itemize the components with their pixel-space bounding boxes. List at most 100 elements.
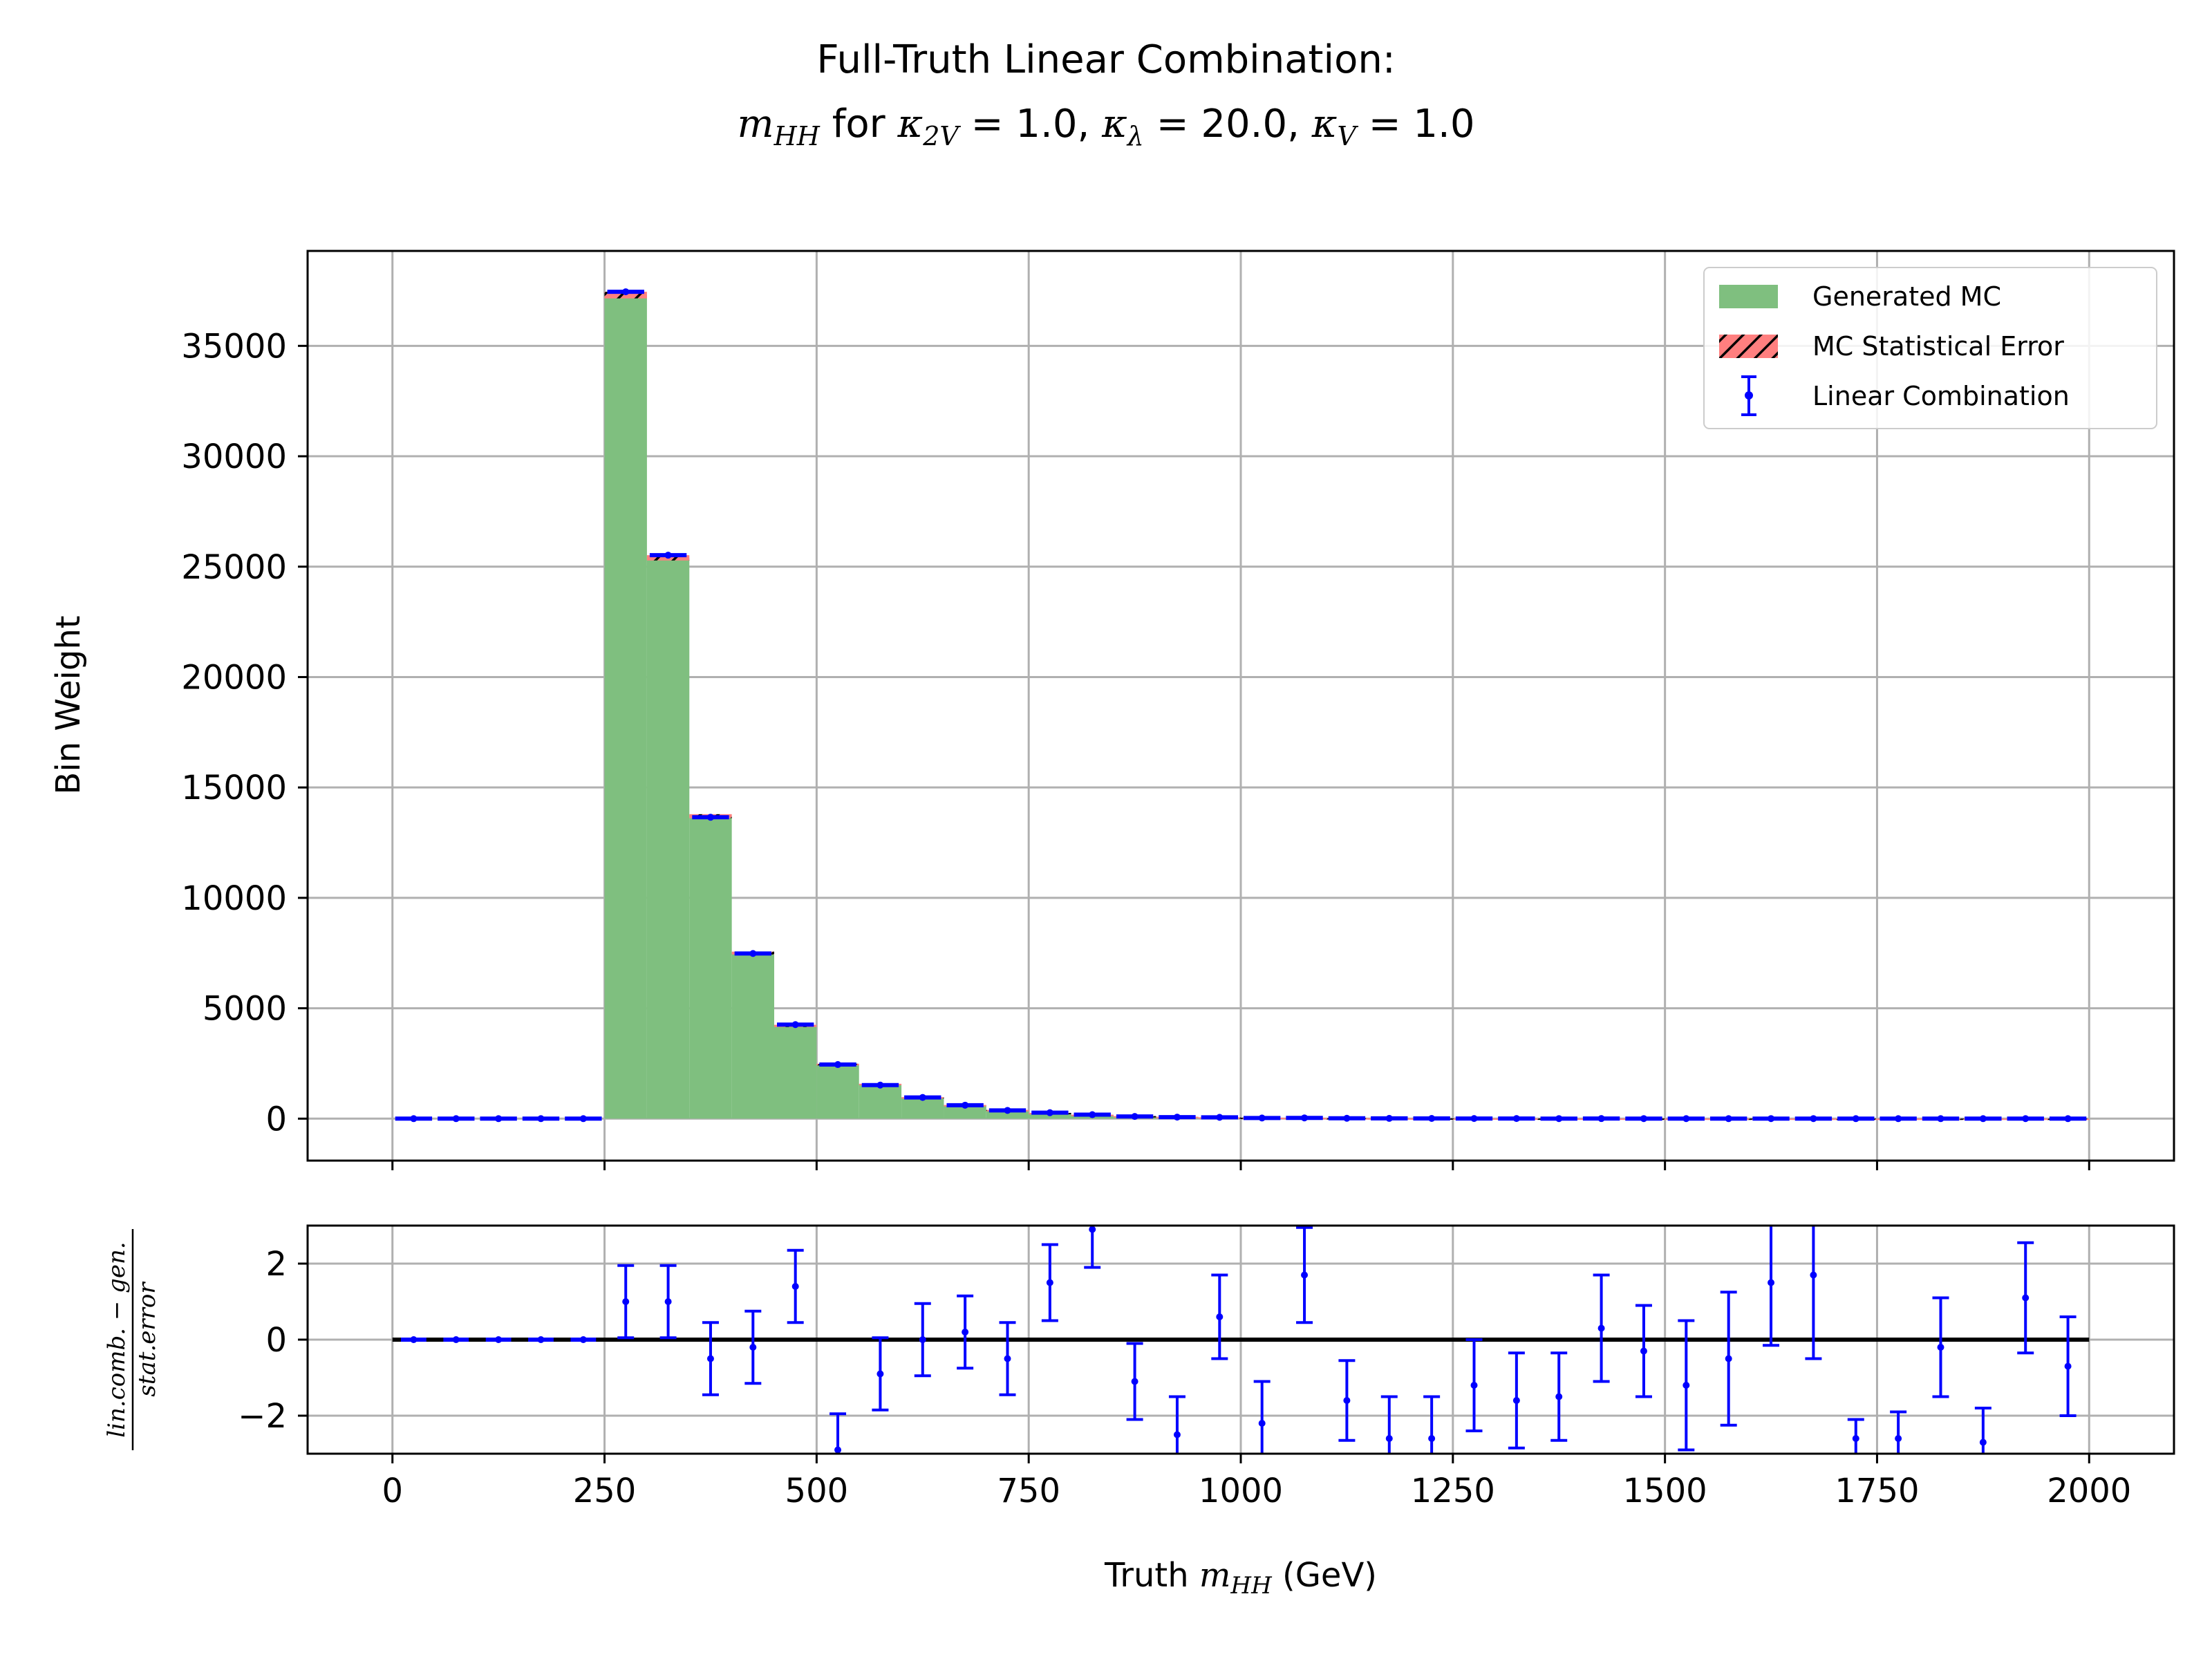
histogram-bar [816,1065,859,1119]
ratio-point [1258,1420,1266,1427]
ratio-point [2022,1294,2030,1302]
y-tick-label-main: 0 [265,1100,287,1138]
y-tick-label-ratio: −2 [238,1397,287,1436]
ratio-point [1089,1226,1096,1233]
ratio-point [1004,1355,1011,1362]
lincomb-point [452,1115,460,1123]
ratio-point [1131,1378,1138,1385]
y-tick-label-main: 20000 [181,658,287,697]
ratio-point [452,1336,460,1343]
lincomb-point [834,1061,842,1069]
lincomb-point [1725,1115,1732,1123]
ratio-point [1725,1355,1732,1362]
lincomb-point [1089,1111,1096,1118]
lincomb-point [1301,1114,1309,1122]
x-tick-label: 1250 [1411,1472,1495,1510]
ratio-point [706,1355,714,1362]
lincomb-point [1470,1115,1478,1123]
ratio-point [1852,1435,1859,1442]
y-axis-label-main: Bin Weight [49,615,88,794]
ratio-point [1512,1397,1520,1404]
ratio-point [1301,1271,1309,1279]
y-tick-label-main: 5000 [203,990,287,1029]
ratio-point [919,1336,926,1343]
legend-label-generated-mc: Generated MC [1812,281,2001,312]
ratio-points [401,1226,2077,1454]
lincomb-point [1640,1115,1647,1123]
lincomb-point [622,288,630,296]
lincomb-point [1895,1115,1902,1123]
lincomb-point [495,1115,503,1123]
histogram-bar [901,1097,944,1119]
lincomb-point [877,1081,884,1089]
histogram-bar [944,1105,986,1119]
ratio-point [410,1336,418,1343]
legend-marker-linear-combination [1741,375,1756,416]
lincomb-point [1683,1115,1690,1123]
lincomb-point [537,1115,545,1123]
x-tick-label: 1000 [1199,1472,1283,1510]
ratio-point [1683,1382,1690,1389]
ratio-point [834,1446,842,1454]
lincomb-point [1937,1115,1944,1123]
ratio-point [664,1298,672,1305]
ratio-axis-ticks: 0 250 500 750 1000 1250 1500 1750 2000 −2 0 2 [238,1245,2131,1510]
ratio-point [1216,1313,1224,1320]
ratio-point [1810,1271,1817,1279]
ratio-point [1428,1435,1436,1442]
ratio-point [2064,1362,2072,1370]
chart-title-line2: mHH for κ2V = 1.0, κλ = 20.0, κV = 1.0 [738,102,1475,151]
ratio-point [1343,1397,1351,1404]
y-tick-label-main: 25000 [181,548,287,587]
svg-text:lin.comb. − gen.: lin.comb. − gen. [103,1241,131,1437]
lincomb-point [1385,1114,1393,1122]
legend-label-linear-combination: Linear Combination [1812,381,2070,411]
x-tick-label: 1750 [1835,1472,1919,1510]
lincomb-point [791,1021,799,1029]
lincomb-point [579,1115,587,1123]
ratio-point [749,1344,757,1351]
x-tick-label: 2000 [2047,1472,2131,1510]
lincomb-point [1343,1114,1351,1122]
lincomb-point [1852,1115,1859,1123]
ratio-point [1979,1438,1987,1446]
lincomb-point [1979,1115,1987,1123]
ratio-point [1470,1382,1478,1389]
lincomb-point [749,950,757,957]
lincomb-point [962,1101,969,1109]
x-axis-label: Truth mHH (GeV) [1104,1556,1377,1600]
lincomb-point [919,1094,926,1101]
linear-combination-points [395,288,2087,1123]
mc-histogram [604,294,2090,1119]
lincomb-point [1004,1107,1011,1114]
ratio-point [1555,1393,1563,1400]
ratio-point [962,1329,969,1335]
ratio-point [1046,1279,1053,1286]
lincomb-point [1131,1113,1138,1121]
histogram-bar [774,1026,817,1119]
svg-text:stat.error: stat.error [133,1282,161,1397]
lincomb-point [410,1115,418,1123]
ratio-point [791,1283,799,1290]
x-tick-label: 750 [997,1472,1060,1510]
ratio-point [1385,1435,1393,1442]
y-tick-label-main: 35000 [181,327,287,366]
lincomb-point [1597,1115,1605,1123]
y-tick-label-main: 30000 [181,438,287,476]
lincomb-point [1173,1114,1181,1121]
histogram-bar [859,1084,902,1119]
lincomb-point [664,552,672,559]
histogram-bar [689,816,732,1119]
ratio-point [1640,1347,1647,1355]
legend-label-mc-stat-error: MC Statistical Error [1812,331,2064,362]
ratio-point [495,1336,503,1343]
lincomb-point [1555,1115,1563,1123]
x-tick-label: 500 [785,1472,849,1510]
ratio-point [1173,1431,1181,1438]
ratio-point [1937,1344,1944,1351]
lincomb-point [2022,1115,2030,1123]
legend-swatch-mc-stat-error [1719,335,1778,358]
y-tick-label-main: 15000 [181,769,287,807]
main-axis-ticks: 0 5000 10000 15000 20000 25000 30000 35000 [181,327,2090,1170]
